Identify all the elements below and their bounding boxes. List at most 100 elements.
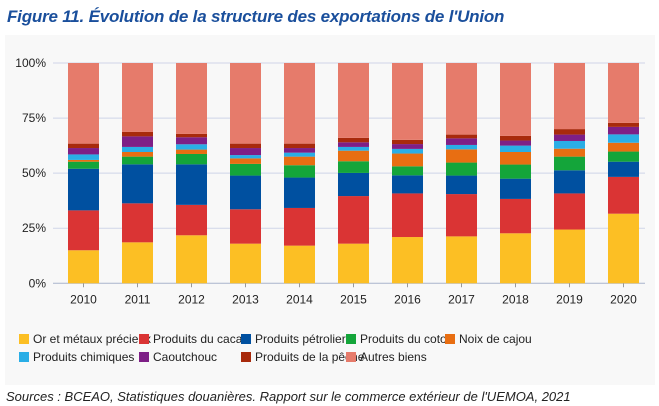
bar-segment-2013-3 (230, 163, 261, 176)
chart-panel: 0% 25% 50% 75% 100% 2010 2011 2012 2013 2014 2015 2… (5, 35, 655, 385)
legend-label: Autres biens (360, 350, 427, 364)
bar-segment-2010-1 (68, 210, 99, 251)
bar-segment-2020-7 (608, 122, 639, 127)
bar-segment-2013-0 (230, 243, 261, 284)
bar-segment-2011-7 (122, 131, 153, 137)
bar-segment-2019-8 (554, 63, 585, 130)
bar-segment-2020-2 (608, 161, 639, 177)
bar-segment-2018-4 (500, 152, 531, 165)
bar-segment-2020-3 (608, 151, 639, 162)
x-tick-label: 2011 (125, 292, 151, 306)
legend-label: Produits pétroliers (255, 332, 352, 346)
bar-segment-2010-4 (68, 159, 99, 162)
legend-label: Caoutchouc (153, 350, 217, 364)
bar-segment-2014-2 (284, 177, 315, 208)
bar-segment-2016-4 (392, 153, 423, 167)
x-tick-label: 2016 (394, 292, 421, 306)
bar-segment-2014-0 (284, 245, 315, 284)
bar-segment-2019-3 (554, 156, 585, 171)
bar-segment-2010-2 (68, 168, 99, 211)
chart-title: Figure 11. Évolution de la structure des… (7, 7, 505, 26)
bar-segment-2019-6 (554, 134, 585, 141)
bar-segment-2010-0 (68, 250, 99, 284)
legend-label: Produits du coton (360, 332, 453, 346)
bar-segment-2010-8 (68, 63, 99, 144)
legend-label: Produits de la pêche (255, 350, 365, 364)
bar-segment-2012-4 (176, 149, 207, 154)
legend-label: Or et métaux précieux (33, 332, 151, 346)
x-tick-label: 2015 (340, 292, 367, 306)
bar-segment-2011-0 (122, 242, 153, 284)
x-tick-label: 2018 (502, 292, 529, 306)
bar-segment-2013-4 (230, 158, 261, 164)
bar-segment-2019-5 (554, 140, 585, 149)
x-tick-label: 2014 (286, 292, 313, 306)
bar-segment-2014-1 (284, 207, 315, 246)
bar-segment-2017-6 (446, 138, 477, 145)
bar-segment-2010-5 (68, 154, 99, 160)
bar-segment-2016-0 (392, 237, 423, 284)
bar-segment-2016-3 (392, 166, 423, 176)
bar-segment-2017-0 (446, 236, 477, 284)
legend-label: Produits du cacao (153, 332, 249, 346)
bar-segment-2016-2 (392, 175, 423, 194)
bar-segment-2010-7 (68, 143, 99, 149)
x-tick-label: 2012 (178, 292, 205, 306)
bar-segment-2017-3 (446, 162, 477, 176)
bar-segment-2019-7 (554, 129, 585, 135)
bar-segment-2011-6 (122, 136, 153, 147)
bar-segment-2017-4 (446, 149, 477, 163)
bar-segment-2013-1 (230, 209, 261, 244)
y-tick-label: 75% (22, 111, 46, 125)
bar-segment-2012-8 (176, 63, 207, 134)
bar-segment-2017-1 (446, 194, 477, 237)
legend-swatch (241, 352, 251, 362)
bar-segment-2012-1 (176, 204, 207, 236)
bar-segment-2015-6 (338, 142, 369, 147)
y-tick-label: 100% (15, 56, 46, 70)
legend-label: Noix de cajou (459, 332, 532, 346)
legend-swatch (241, 334, 251, 344)
bar-segment-2013-5 (230, 155, 261, 159)
bar-segment-2016-5 (392, 148, 423, 154)
bar-segment-2010-6 (68, 148, 99, 155)
bar-segment-2015-2 (338, 172, 369, 197)
bar-segment-2020-4 (608, 142, 639, 152)
bar-segment-2018-8 (500, 63, 531, 136)
bar-segment-2018-7 (500, 135, 531, 141)
bar-segment-2013-7 (230, 143, 261, 149)
bar-segment-2012-5 (176, 144, 207, 150)
bar-segment-2013-8 (230, 63, 261, 144)
bar-segment-2011-5 (122, 146, 153, 153)
y-tick-label: 25% (22, 221, 46, 235)
bar-segment-2015-0 (338, 243, 369, 284)
bar-segment-2014-7 (284, 143, 315, 149)
bar-segment-2012-0 (176, 235, 207, 284)
bar-segment-2018-5 (500, 145, 531, 153)
bar-segment-2012-7 (176, 133, 207, 138)
bar-segment-2013-2 (230, 175, 261, 210)
bar-segment-2020-6 (608, 126, 639, 135)
x-tick-label: 2013 (232, 292, 259, 306)
bar-segment-2011-3 (122, 156, 153, 165)
bar-segment-2011-4 (122, 152, 153, 157)
bar-segment-2017-7 (446, 134, 477, 139)
bar-segment-2015-5 (338, 146, 369, 151)
bar-segment-2011-1 (122, 203, 153, 243)
legend-swatch (139, 352, 149, 362)
bar-segment-2019-4 (554, 148, 585, 157)
bar-segment-2015-7 (338, 137, 369, 143)
bar-segment-2014-3 (284, 165, 315, 178)
x-tick-label: 2010 (70, 292, 97, 306)
bar-segment-2020-8 (608, 63, 639, 123)
y-tick-label: 0% (29, 276, 47, 290)
legend-label: Produits chimiques (33, 350, 134, 364)
bar-segment-2012-3 (176, 153, 207, 165)
legend-swatch (346, 334, 356, 344)
bar-segment-2015-3 (338, 161, 369, 173)
bar-segment-2020-0 (608, 213, 639, 284)
bar-segment-2018-3 (500, 164, 531, 179)
legend-swatch (19, 352, 29, 362)
bar-segment-2014-5 (284, 152, 315, 157)
source-note: Sources : BCEAO, Statistiques douanières… (6, 389, 571, 404)
